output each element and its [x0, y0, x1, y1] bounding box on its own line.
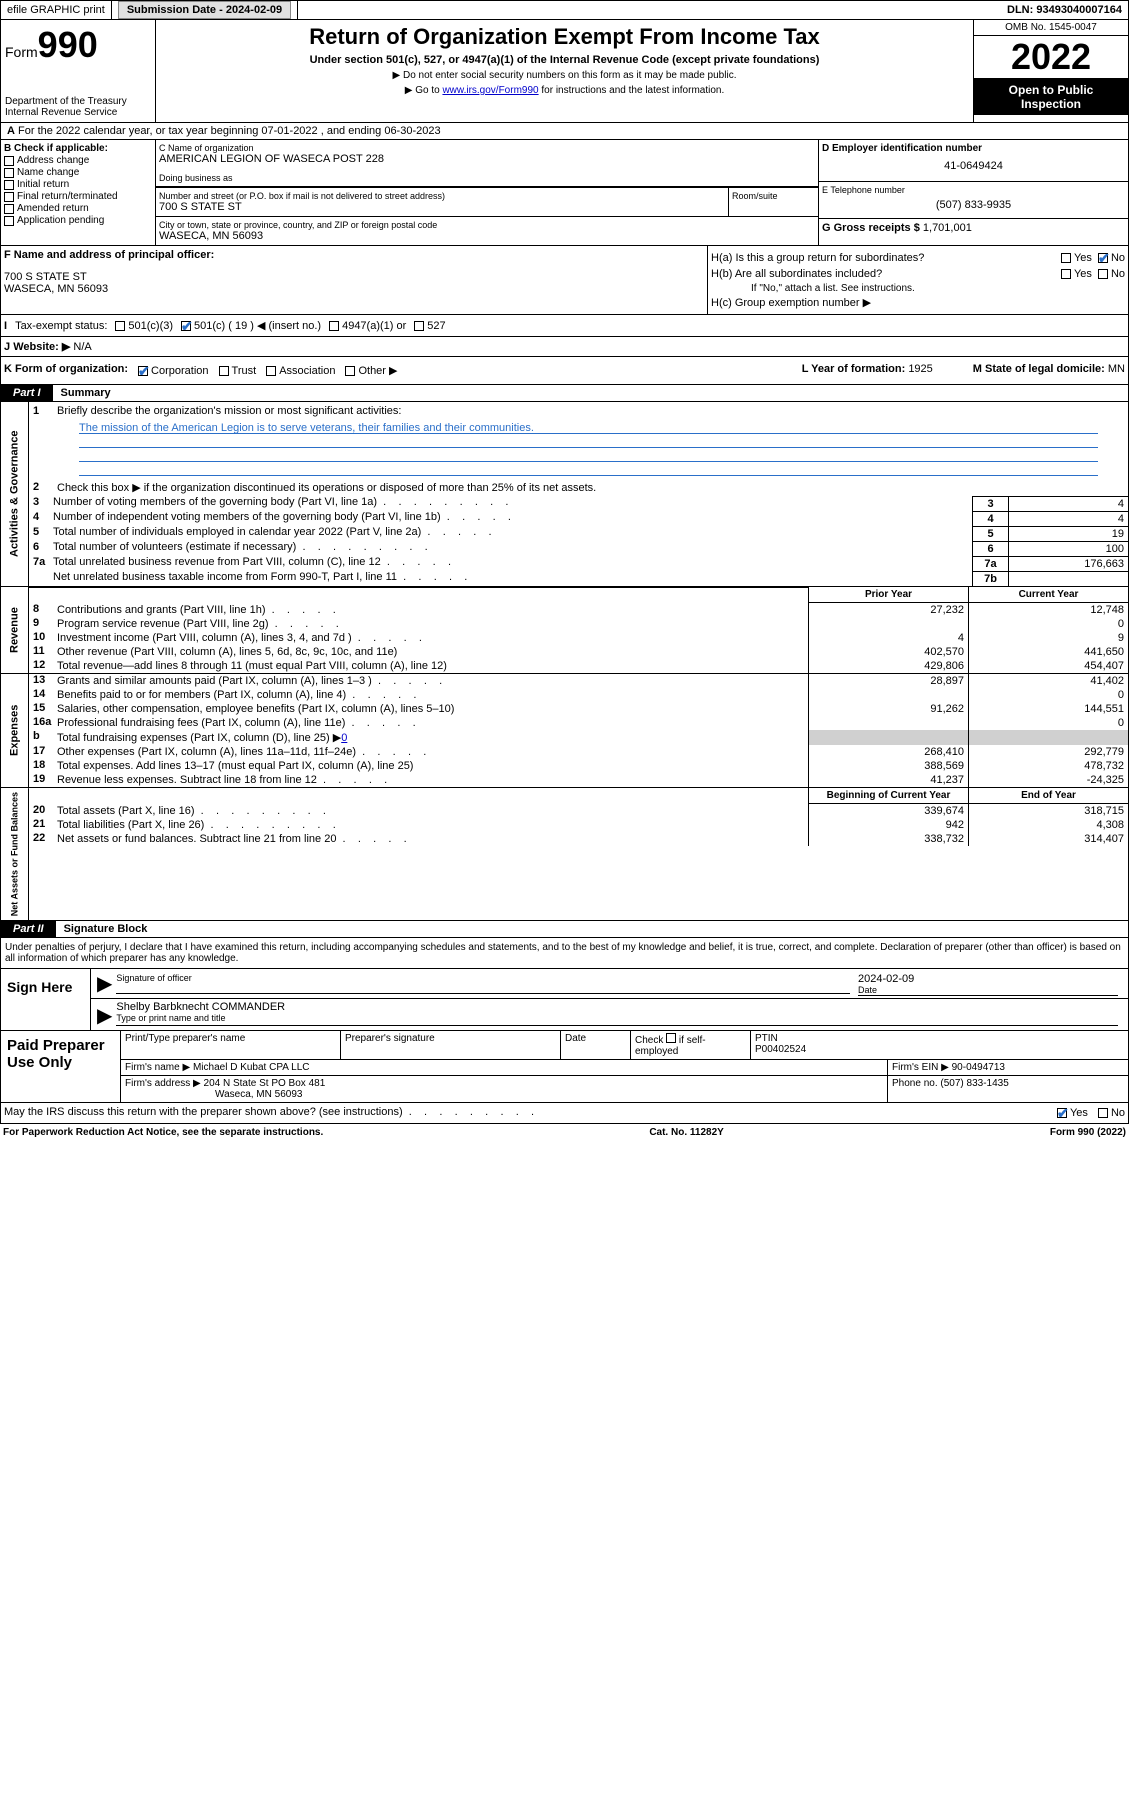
- signature-declaration: Under penalties of perjury, I declare th…: [0, 938, 1129, 969]
- row-a-period: A For the 2022 calendar year, or tax yea…: [0, 123, 1129, 140]
- year-formation: 1925: [908, 363, 932, 375]
- irs-label: Internal Revenue Service: [5, 107, 151, 118]
- form-label: Form: [5, 44, 38, 60]
- section-g: G Gross receipts $ 1,701,001: [819, 219, 1128, 237]
- section-f: F Name and address of principal officer:…: [1, 246, 708, 314]
- chk-app-pending[interactable]: [4, 216, 14, 226]
- omb-number: OMB No. 1545-0047: [974, 20, 1128, 36]
- val-7a: 176,663: [1008, 556, 1128, 571]
- section-b: B Check if applicable: Address change Na…: [1, 140, 156, 245]
- form-number: 990: [38, 24, 98, 65]
- officer-name: Shelby Barbknecht COMMANDER: [116, 1001, 1118, 1013]
- ein: 41-0649424: [822, 154, 1125, 178]
- chk-ha-yes[interactable]: [1061, 253, 1071, 263]
- val-3: 4: [1008, 496, 1128, 511]
- street-address: 700 S STATE ST: [159, 201, 725, 213]
- open-public: Open to Public Inspection: [974, 79, 1128, 115]
- chk-527[interactable]: [414, 321, 424, 331]
- section-i: ITax-exempt status: 501(c)(3) 501(c) ( 1…: [0, 315, 1129, 337]
- irs-discuss-row: May the IRS discuss this return with the…: [0, 1103, 1129, 1124]
- state-domicile: MN: [1108, 363, 1125, 375]
- chk-assoc[interactable]: [266, 366, 276, 376]
- sign-arrow-icon: ▶: [93, 1003, 116, 1028]
- paid-preparer-block: Paid Preparer Use Only Print/Type prepar…: [0, 1031, 1129, 1103]
- dept-treasury: Department of the Treasury: [5, 96, 151, 107]
- efile-label: efile GRAPHIC print: [1, 1, 112, 19]
- note-ssn: ▶ Do not enter social security numbers o…: [164, 70, 965, 81]
- vlabel-expenses: Expenses: [1, 674, 29, 787]
- telephone: (507) 833-9935: [822, 195, 1125, 215]
- irs-link[interactable]: www.irs.gov/Form990: [442, 85, 538, 96]
- ptin: P00402524: [755, 1044, 1124, 1055]
- chk-501c[interactable]: [181, 321, 191, 331]
- dln: DLN: 93493040007164: [1001, 1, 1128, 19]
- form-footer: Form 990 (2022): [1050, 1127, 1126, 1138]
- vlabel-activities: Activities & Governance: [1, 402, 29, 586]
- firm-address: 204 N State St PO Box 481: [204, 1078, 326, 1089]
- city-state-zip: WASECA, MN 56093: [159, 230, 815, 242]
- val-5: 19: [1008, 526, 1128, 541]
- val-4: 4: [1008, 511, 1128, 526]
- chk-ha-no[interactable]: [1098, 253, 1108, 263]
- website: N/A: [73, 341, 91, 353]
- firm-phone: (507) 833-1435: [940, 1078, 1008, 1089]
- form-header: Form990 Department of the Treasury Inter…: [0, 20, 1129, 123]
- section-h: H(a) Is this a group return for subordin…: [708, 246, 1128, 314]
- org-name: AMERICAN LEGION OF WASECA POST 228: [159, 153, 815, 165]
- chk-discuss-no[interactable]: [1098, 1108, 1108, 1118]
- part2-header: Part II Signature Block: [0, 921, 1129, 938]
- sign-here-block: Sign Here ▶ Signature of officer 2024-02…: [0, 969, 1129, 1031]
- submission-date-btn[interactable]: Submission Date - 2024-02-09: [118, 1, 291, 19]
- cat-no: Cat. No. 11282Y: [649, 1127, 723, 1138]
- section-j: J Website: ▶ N/A: [0, 337, 1129, 357]
- chk-final-return[interactable]: [4, 192, 14, 202]
- room-suite: Room/suite: [728, 188, 818, 216]
- tax-year: 2022: [974, 36, 1128, 79]
- section-e: E Telephone number (507) 833-9935: [819, 182, 1128, 219]
- vlabel-revenue: Revenue: [1, 587, 29, 673]
- chk-4947[interactable]: [329, 321, 339, 331]
- chk-address-change[interactable]: [4, 156, 14, 166]
- part1-header: Part I Summary: [0, 385, 1129, 402]
- val-7b: [1008, 571, 1128, 586]
- chk-name-change[interactable]: [4, 168, 14, 178]
- mission-text: The mission of the American Legion is to…: [79, 422, 1098, 434]
- chk-hb-yes[interactable]: [1061, 269, 1071, 279]
- section-d: D Employer identification number 41-0649…: [819, 140, 1128, 182]
- section-c: C Name of organization AMERICAN LEGION O…: [156, 140, 818, 245]
- pra-notice: For Paperwork Reduction Act Notice, see …: [3, 1127, 323, 1138]
- vlabel-netassets: Net Assets or Fund Balances: [1, 788, 29, 920]
- firm-name: Michael D Kubat CPA LLC: [193, 1062, 310, 1073]
- val-6: 100: [1008, 541, 1128, 556]
- form-subtitle: Under section 501(c), 527, or 4947(a)(1)…: [164, 54, 965, 66]
- chk-corp[interactable]: [138, 366, 148, 376]
- form-title: Return of Organization Exempt From Incom…: [164, 24, 965, 50]
- sign-arrow-icon: ▶: [93, 971, 116, 996]
- topbar: efile GRAPHIC print Submission Date - 20…: [0, 0, 1129, 20]
- chk-trust[interactable]: [219, 366, 229, 376]
- chk-discuss-yes[interactable]: [1057, 1108, 1067, 1118]
- firm-ein: 90-0494713: [952, 1062, 1005, 1073]
- chk-self-employed[interactable]: [666, 1033, 676, 1043]
- chk-hb-no[interactable]: [1098, 269, 1108, 279]
- section-k: K Form of organization: Corporation Trus…: [0, 357, 1129, 385]
- chk-other[interactable]: [345, 366, 355, 376]
- chk-initial-return[interactable]: [4, 180, 14, 190]
- gross-receipts: 1,701,001: [923, 222, 972, 234]
- chk-501c3[interactable]: [115, 321, 125, 331]
- chk-amended[interactable]: [4, 204, 14, 214]
- fundraising-link[interactable]: 0: [341, 732, 347, 744]
